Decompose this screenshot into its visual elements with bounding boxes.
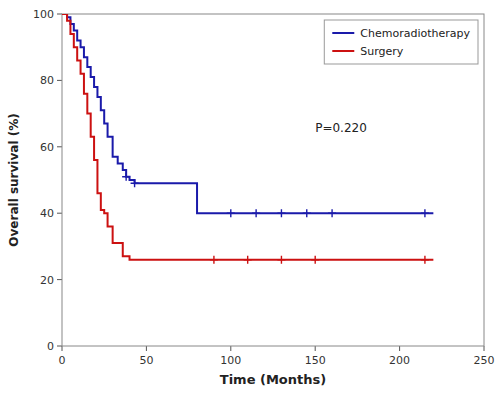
- x-tick: [315, 346, 316, 351]
- chart: 0 50 100 150 200 250 0 20 40 60 80 100 Time (Months)…: [0, 0, 500, 394]
- legend-label: Chemoradiotherapy: [360, 27, 470, 40]
- y-tick-label: 60: [40, 141, 54, 154]
- y-tick-label: 20: [40, 274, 54, 287]
- legend-item: Surgery: [332, 45, 404, 58]
- y-tick-label: 100: [33, 8, 54, 21]
- censor-mark: [131, 179, 139, 187]
- legend-swatch: [332, 50, 354, 52]
- censor-mark: [210, 256, 218, 264]
- y-tick: [57, 279, 62, 280]
- x-tick: [230, 346, 231, 351]
- plot-frame: [62, 14, 484, 346]
- p-value: P=0.220: [315, 121, 367, 135]
- x-tick-label: 250: [474, 354, 495, 367]
- censor-mark: [227, 209, 235, 217]
- y-tick: [57, 213, 62, 214]
- legend: Chemoradiotherapy Surgery: [324, 20, 478, 64]
- x-tick-label: 50: [139, 354, 153, 367]
- censor-mark: [252, 209, 260, 217]
- x-tick-label: 150: [305, 354, 326, 367]
- plot-area: [62, 14, 433, 264]
- censor-mark: [421, 256, 429, 264]
- x-tick: [484, 346, 485, 351]
- x-tick-label: 100: [220, 354, 241, 367]
- y-tick-label: 0: [47, 340, 54, 353]
- y-tick: [57, 346, 62, 347]
- legend-box: [324, 20, 478, 64]
- x-axis-label: Time (Months): [220, 372, 326, 387]
- censor-mark: [244, 256, 252, 264]
- y-axis-label: Overall survival (%): [7, 113, 21, 246]
- censor-mark: [311, 256, 319, 264]
- legend-item: Chemoradiotherapy: [332, 27, 470, 40]
- legend-label: Surgery: [360, 45, 404, 58]
- x-tick: [62, 346, 63, 351]
- censor-mark: [421, 209, 429, 217]
- y-tick: [57, 14, 62, 15]
- y-tick-label: 40: [40, 207, 54, 220]
- censor-mark: [303, 209, 311, 217]
- survival-curve: [62, 14, 433, 260]
- x-tick: [146, 346, 147, 351]
- legend-swatch: [332, 32, 354, 34]
- censor-mark: [277, 209, 285, 217]
- censor-mark: [122, 173, 130, 181]
- y-tick: [57, 80, 62, 81]
- censor-mark: [328, 209, 336, 217]
- x-tick-label: 200: [389, 354, 410, 367]
- y-tick: [57, 146, 62, 147]
- x-tick: [399, 346, 400, 351]
- y-tick-label: 80: [40, 74, 54, 87]
- x-tick-label: 0: [59, 354, 66, 367]
- censor-mark: [277, 256, 285, 264]
